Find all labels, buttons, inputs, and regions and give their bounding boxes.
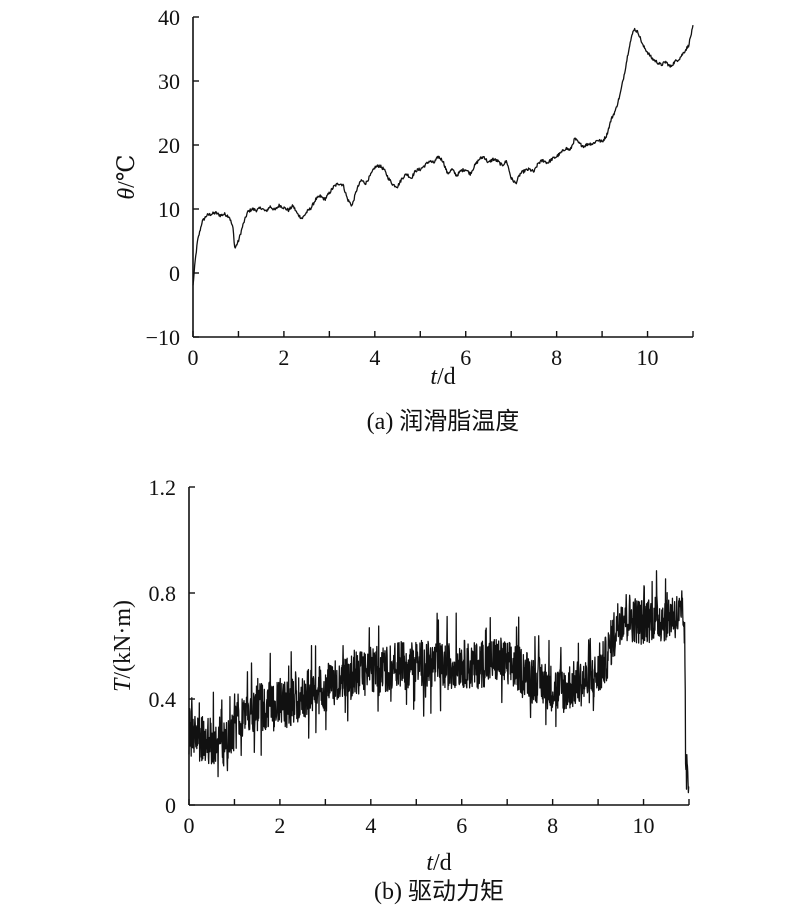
panel-a-y-tick-label: 0 — [169, 261, 180, 286]
panel-a-y-tick-label: 10 — [158, 197, 180, 222]
panel-b-x-tick-label: 0 — [184, 813, 195, 838]
panel-a-series-line — [192, 24, 694, 286]
panel-a-caption: (a) 润滑脂温度 — [367, 408, 520, 435]
panel-a-x-tick-label: 10 — [637, 345, 659, 370]
panel-a-x-tick-label: 4 — [369, 345, 380, 370]
panel-a-ticks: 0 2 4 6 8 10 −10 0 10 20 30 40 — [146, 5, 694, 370]
panel-b-torque: 0 2 4 6 8 10 0 0.4 0.8 1.2 t/d T/(kN·m) (b) 驱动力矩 — [110, 475, 690, 905]
panel-b-x-tick-label: 8 — [547, 813, 558, 838]
panel-b-series-line — [188, 570, 690, 794]
panel-b-y-tick-label: 1.2 — [149, 475, 177, 500]
panel-b-ticks: 0 2 4 6 8 10 0 0.4 0.8 1.2 — [149, 475, 690, 838]
panel-a-y-tick-label: 30 — [158, 69, 180, 94]
panel-b-caption: (b) 驱动力矩 — [374, 878, 504, 905]
panel-b-y-tick-label: 0 — [165, 793, 176, 818]
panel-a-x-axis-label: t/d — [430, 364, 455, 390]
panel-a-x-tick-label: 6 — [460, 345, 471, 370]
panel-a-x-tick-label: 8 — [551, 345, 562, 370]
panel-a-x-tick-label: 2 — [278, 345, 289, 370]
panel-b-x-tick-label: 4 — [365, 813, 376, 838]
panel-a-y-tick-label: −10 — [146, 325, 180, 350]
panel-b-x-tick-label: 6 — [456, 813, 467, 838]
panel-b-y-tick-label: 0.8 — [149, 581, 177, 606]
panel-b-y-tick-label: 0.4 — [149, 687, 177, 712]
panel-b-y-axis-label: T/(kN·m) — [110, 600, 136, 692]
panel-a-y-tick-label: 40 — [158, 5, 180, 30]
panel-a-y-tick-label: 20 — [158, 133, 180, 158]
panel-a-x-tick-label: 0 — [188, 345, 199, 370]
panel-b-x-tick-label: 2 — [274, 813, 285, 838]
panel-b-x-axis-label: t/d — [426, 850, 451, 876]
panel-b-x-tick-label: 10 — [633, 813, 655, 838]
panel-a-y-axis-label: θ/℃ — [114, 154, 140, 199]
panel-a-temperature: 0 2 4 6 8 10 −10 0 10 20 30 40 t/d θ/℃ (a) 润滑脂温度 — [114, 5, 694, 435]
